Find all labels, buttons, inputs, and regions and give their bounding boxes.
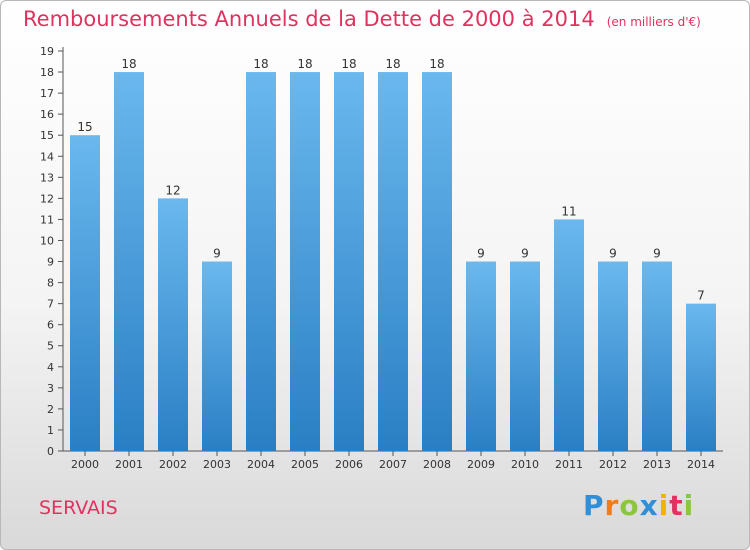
y-tick-label: 11	[40, 213, 54, 226]
y-tick-label: 19	[40, 45, 54, 58]
y-tick-label: 14	[40, 150, 54, 163]
bar-value-label: 18	[297, 57, 312, 71]
commune-name: SERVAIS	[39, 497, 118, 519]
x-tick-label: 2010	[511, 458, 539, 471]
bar	[158, 198, 188, 451]
x-tick-label: 2012	[599, 458, 627, 471]
x-tick-label: 2009	[467, 458, 495, 471]
bar-value-label: 18	[385, 57, 400, 71]
bar-value-label: 7	[697, 289, 705, 303]
x-tick-label: 2013	[643, 458, 671, 471]
y-tick-label: 3	[47, 382, 54, 395]
bar	[642, 261, 672, 451]
bar-value-label: 18	[429, 57, 444, 71]
y-tick-label: 18	[40, 66, 54, 79]
y-tick-label: 15	[40, 129, 54, 142]
unit-note: (en milliers d'€)	[606, 15, 701, 29]
y-tick-label: 7	[47, 298, 54, 311]
bar	[378, 72, 408, 451]
chart-title-row: Remboursements Annuels de la Dette de 20…	[23, 7, 701, 31]
bar-value-label: 9	[477, 247, 485, 261]
x-tick-label: 2001	[115, 458, 143, 471]
bar	[466, 261, 496, 451]
bar-value-label: 18	[121, 57, 136, 71]
x-tick-label: 2002	[159, 458, 187, 471]
bar-value-label: 18	[253, 57, 268, 71]
bar-value-label: 15	[77, 120, 92, 134]
logo-letter: i	[658, 489, 670, 522]
x-tick-label: 2005	[291, 458, 319, 471]
chart-title: Remboursements Annuels de la Dette de 20…	[23, 7, 595, 31]
bar	[510, 261, 540, 451]
y-tick-label: 16	[40, 108, 54, 121]
bar	[598, 261, 628, 451]
bar	[70, 135, 100, 452]
y-tick-label: 10	[40, 234, 54, 247]
x-tick-label: 2006	[335, 458, 363, 471]
y-tick-label: 9	[47, 256, 54, 269]
y-tick-label: 0	[47, 445, 54, 458]
bar-value-label: 12	[165, 183, 180, 197]
bar	[246, 72, 276, 451]
bar-value-label: 9	[213, 247, 221, 261]
y-tick-label: 8	[47, 277, 54, 290]
x-tick-label: 2008	[423, 458, 451, 471]
x-tick-label: 2004	[247, 458, 275, 471]
logo-letter: r	[604, 489, 620, 522]
bar-value-label: 9	[609, 247, 617, 261]
y-tick-label: 12	[40, 192, 54, 205]
bar-value-label: 11	[561, 204, 576, 218]
bar-chart: 0123456789101112131415161718191520001820…	[40, 45, 723, 471]
y-tick-label: 1	[47, 424, 54, 437]
logo-letter: P	[583, 489, 605, 522]
logo-letter: o	[619, 489, 640, 522]
y-tick-label: 13	[40, 171, 54, 184]
y-tick-label: 2	[47, 403, 54, 416]
bar-value-label: 9	[653, 247, 661, 261]
bar	[202, 261, 232, 451]
logo-letter: x	[639, 489, 659, 522]
x-tick-label: 2014	[687, 458, 715, 471]
bar	[290, 72, 320, 451]
y-tick-label: 6	[47, 319, 54, 332]
logo-letter: i	[683, 489, 695, 522]
bar	[686, 303, 716, 451]
bar-value-label: 9	[521, 247, 529, 261]
x-tick-label: 2003	[203, 458, 231, 471]
x-tick-label: 2000	[71, 458, 99, 471]
proxiti-logo[interactable]: Proxiti	[583, 489, 694, 522]
bar-value-label: 18	[341, 57, 356, 71]
y-tick-label: 17	[40, 87, 54, 100]
bar	[334, 72, 364, 451]
bar	[114, 72, 144, 451]
y-tick-label: 5	[47, 340, 54, 353]
bar	[422, 72, 452, 451]
bar	[554, 219, 584, 451]
y-tick-label: 4	[47, 361, 54, 374]
x-tick-label: 2007	[379, 458, 407, 471]
x-tick-label: 2011	[555, 458, 583, 471]
logo-letter: t	[669, 489, 684, 522]
